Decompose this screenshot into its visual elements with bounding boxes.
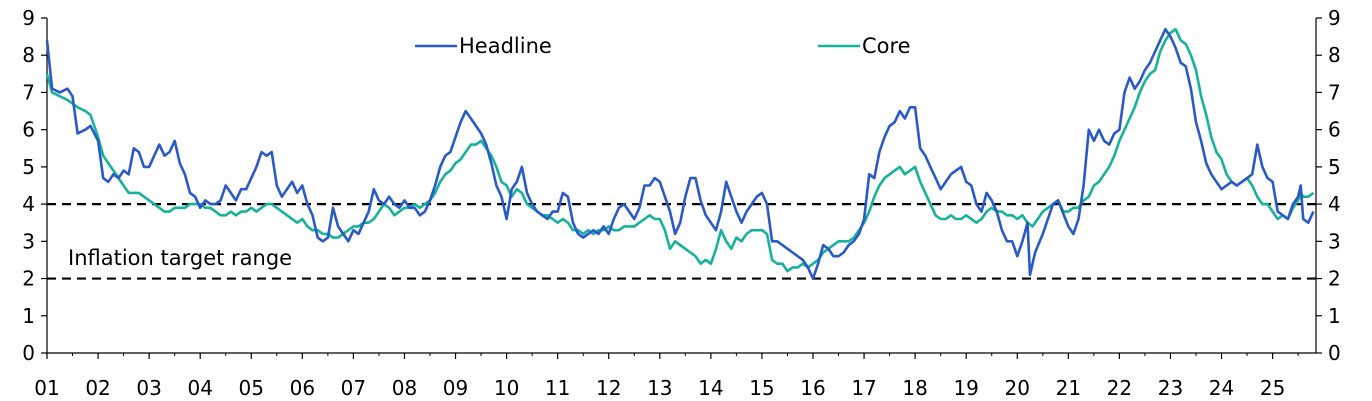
x-tick-label: 03 [136, 376, 161, 400]
x-tick-label: 16 [800, 376, 825, 400]
x-tick-label: 11 [545, 376, 570, 400]
x-tick-label: 22 [1107, 376, 1132, 400]
y-tick-label-left: 0 [22, 341, 35, 365]
y-tick-label-right: 2 [1328, 267, 1341, 291]
axes-layer: 0 01 12 23 34 45 56 67 78 89 901 02 03 04 05 06 07 08 09 10… [22, 6, 1340, 400]
x-tick-label: 23 [1158, 376, 1183, 400]
x-tick-label: 18 [902, 376, 927, 400]
y-tick-label-right: 7 [1328, 80, 1341, 104]
x-tick-label: 01 [34, 376, 59, 400]
x-tick-label: 24 [1209, 376, 1234, 400]
y-tick-label-left: 9 [22, 6, 35, 30]
x-tick-label: 25 [1260, 376, 1285, 400]
series-layer [45, 27, 1315, 280]
series-line-core [45, 27, 1315, 273]
y-tick-label-right: 8 [1328, 43, 1341, 67]
x-tick-label: 17 [851, 376, 876, 400]
x-tick-label: 19 [953, 376, 978, 400]
y-tick-label-left: 5 [22, 155, 35, 179]
y-tick-label-left: 6 [22, 118, 35, 142]
x-tick-label: 04 [187, 376, 212, 400]
reference-lines [47, 203, 1316, 280]
legend-label-headline: Headline [459, 34, 552, 58]
x-tick-label: 02 [85, 376, 110, 400]
x-tick-label: 12 [596, 376, 621, 400]
y-tick-label-right: 0 [1328, 341, 1341, 365]
y-tick-label-right: 6 [1328, 118, 1341, 142]
y-tick-label-right: 4 [1328, 192, 1341, 216]
x-tick-label: 21 [1056, 376, 1081, 400]
x-tick-label: 10 [494, 376, 519, 400]
x-tick-label: 07 [341, 376, 366, 400]
legend-label-core: Core [862, 34, 911, 58]
y-tick-label-right: 5 [1328, 155, 1341, 179]
y-tick-label-right: 1 [1328, 304, 1341, 328]
y-tick-label-left: 1 [22, 304, 35, 328]
y-tick-label-left: 2 [22, 267, 35, 291]
x-tick-label: 09 [443, 376, 468, 400]
y-tick-label-left: 8 [22, 43, 35, 67]
annotation-target-range: Inflation target range [68, 246, 292, 270]
x-tick-label: 13 [647, 376, 672, 400]
y-tick-label-right: 3 [1328, 229, 1341, 253]
x-tick-label: 06 [290, 376, 315, 400]
legend: Headline Core [415, 34, 911, 58]
y-tick-label-right: 9 [1328, 6, 1341, 30]
y-tick-label-left: 3 [22, 229, 35, 253]
x-tick-label: 15 [749, 376, 774, 400]
x-tick-label: 14 [698, 376, 723, 400]
series-line-headline [45, 27, 1315, 280]
y-tick-label-left: 7 [22, 80, 35, 104]
x-tick-label: 05 [239, 376, 264, 400]
y-tick-label-left: 4 [22, 192, 35, 216]
x-tick-label: 08 [392, 376, 417, 400]
x-tick-label: 20 [1005, 376, 1030, 400]
